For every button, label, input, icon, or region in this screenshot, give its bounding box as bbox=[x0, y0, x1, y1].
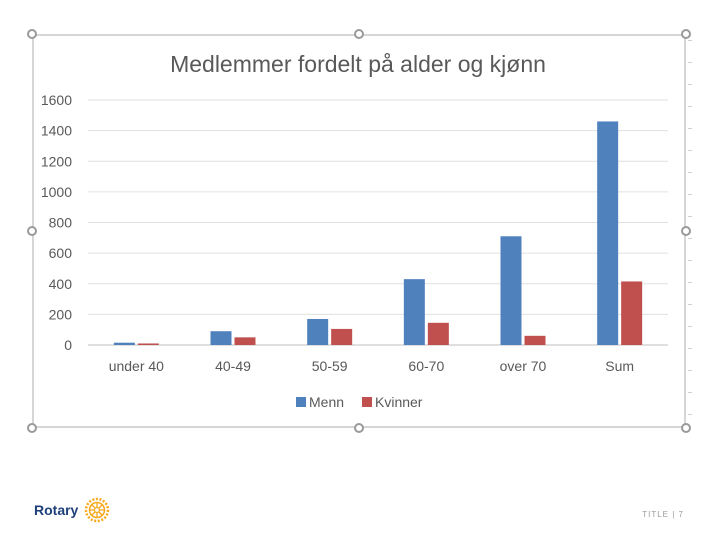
resize-handle-middle-left[interactable] bbox=[27, 226, 37, 236]
legend-swatch bbox=[296, 397, 306, 407]
x-tick-label: 40-49 bbox=[215, 358, 251, 374]
x-axis-ticks: under 40 40-49 50-59 60-70 over 70 Sum bbox=[109, 358, 634, 374]
legend-swatch bbox=[362, 397, 372, 407]
bar-kvinner-sum bbox=[621, 281, 643, 345]
y-tick-label: 1600 bbox=[41, 92, 72, 108]
legend: Menn Kvinner bbox=[296, 394, 423, 410]
bars bbox=[113, 121, 643, 345]
bar-menn-50-59 bbox=[307, 318, 329, 345]
y-tick-label: 200 bbox=[49, 306, 73, 322]
resize-handle-bottom-center[interactable] bbox=[354, 423, 364, 433]
y-axis-ticks: 1600 1400 1200 1000 800 600 400 200 0 bbox=[41, 92, 72, 353]
logo-text: Rotary bbox=[34, 502, 79, 518]
x-tick-label: 60-70 bbox=[408, 358, 444, 374]
resize-handle-top-center[interactable] bbox=[354, 29, 364, 39]
bar-kvinner-60-70 bbox=[427, 322, 449, 345]
x-tick-label: over 70 bbox=[500, 358, 547, 374]
resize-handle-top-right[interactable] bbox=[681, 29, 691, 39]
bar-menn-40-49 bbox=[210, 331, 232, 345]
chart-title: Medlemmer fordelt på alder og kjønn bbox=[170, 51, 546, 77]
bar-menn-under-40 bbox=[113, 342, 135, 345]
y-tick-label: 1400 bbox=[41, 123, 72, 139]
bar-kvinner-40-49 bbox=[234, 337, 256, 345]
resize-handle-bottom-left[interactable] bbox=[27, 423, 37, 433]
bar-menn-60-70 bbox=[403, 279, 425, 345]
slide-edge-marks bbox=[688, 40, 692, 420]
y-tick-label: 0 bbox=[64, 337, 72, 353]
legend-label: Kvinner bbox=[375, 394, 423, 410]
x-tick-label: 50-59 bbox=[312, 358, 348, 374]
legend-label: Menn bbox=[309, 394, 344, 410]
resize-handle-bottom-right[interactable] bbox=[681, 423, 691, 433]
y-tick-label: 400 bbox=[49, 276, 73, 292]
bar-kvinner-50-59 bbox=[331, 328, 353, 345]
resize-handle-top-left[interactable] bbox=[27, 29, 37, 39]
footer-separator: | bbox=[672, 510, 676, 519]
bar-menn-over-70 bbox=[500, 236, 522, 345]
footer-title: TITLE bbox=[642, 510, 669, 519]
bar-kvinner-under-40 bbox=[137, 343, 159, 345]
page-number: 7 bbox=[678, 510, 684, 519]
x-tick-label: under 40 bbox=[109, 358, 164, 374]
rotary-logo: Rotary bbox=[34, 496, 110, 524]
y-tick-label: 800 bbox=[49, 215, 73, 231]
x-tick-label: Sum bbox=[605, 358, 634, 374]
gridlines bbox=[88, 99, 668, 346]
rotary-wheel-icon bbox=[85, 497, 110, 523]
bar-kvinner-over-70 bbox=[524, 335, 546, 345]
y-tick-label: 600 bbox=[49, 245, 73, 261]
footer: TITLE | 7 bbox=[642, 510, 684, 519]
y-tick-label: 1200 bbox=[41, 153, 72, 169]
bar-menn-sum bbox=[597, 121, 619, 345]
y-tick-label: 1000 bbox=[41, 184, 72, 200]
